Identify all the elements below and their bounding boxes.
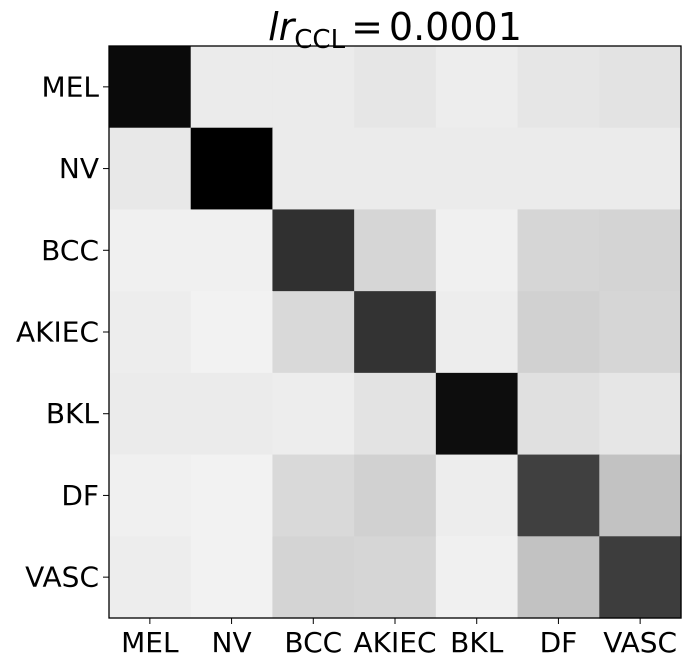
- heatmap-cell: [109, 536, 192, 619]
- heatmap-cell: [354, 46, 437, 129]
- x-tick-label: DF: [540, 626, 578, 659]
- heatmap-cell: [109, 454, 192, 537]
- heatmap-cell: [272, 536, 355, 619]
- heatmap-cell: [190, 291, 274, 374]
- heatmap-cell: [599, 209, 682, 292]
- heatmap-cell: [517, 209, 600, 292]
- heatmap-cell: [517, 291, 600, 374]
- heatmap-cell: [435, 46, 519, 129]
- y-tick-label: NV: [59, 152, 99, 185]
- heatmap-cell: [109, 46, 192, 129]
- heatmap-cell: [272, 372, 355, 456]
- heatmap-cell: [190, 454, 274, 537]
- y-tick-label: AKIEC: [16, 316, 99, 349]
- y-axis: MEL NV BCC AKIEC BKL DF VASC: [16, 70, 109, 594]
- y-tick-label: BKL: [46, 397, 100, 430]
- heatmap-cell: [272, 291, 355, 374]
- heatmap-cell: [599, 127, 682, 211]
- heatmap-cell: [272, 127, 355, 211]
- heatmap-cell: [109, 372, 192, 456]
- heatmap-cell: [599, 372, 682, 456]
- x-tick-label: VASC: [603, 626, 677, 659]
- heatmap-cell: [435, 127, 519, 211]
- x-tick-label: BKL: [450, 626, 504, 659]
- chart-title: lrCCL = 0.0001: [268, 5, 522, 55]
- heatmap-cell: [435, 209, 519, 292]
- heatmap-cell: [109, 291, 192, 374]
- title-subscript: CCL: [294, 25, 345, 55]
- heatmap-cell: [272, 454, 355, 537]
- heatmap-cell: [517, 454, 600, 537]
- x-tick-label: MEL: [121, 626, 179, 659]
- heatmap-cell: [599, 536, 682, 619]
- heatmap-cell: [190, 209, 274, 292]
- heatmap-cell: [435, 454, 519, 537]
- y-tick-label: MEL: [42, 70, 100, 103]
- heatmap-cell: [190, 46, 274, 129]
- heatmap-cell: [599, 46, 682, 129]
- heatmap-cell: [354, 291, 437, 374]
- title-value: 0.0001: [389, 5, 522, 49]
- heatmap-cell: [109, 209, 192, 292]
- heatmap-cell: [517, 536, 600, 619]
- y-tick-label: BCC: [41, 234, 99, 267]
- heatmap-cell: [354, 127, 437, 211]
- title-equals: =: [351, 5, 383, 49]
- y-tick-label: VASC: [25, 561, 99, 594]
- heatmap-cell: [435, 291, 519, 374]
- heatmap-cell: [517, 372, 600, 456]
- heatmap-cell: [354, 454, 437, 537]
- heatmap-cell: [354, 209, 437, 292]
- y-tick-label: DF: [61, 479, 99, 512]
- heatmap-cell: [354, 536, 437, 619]
- heatmap-cell: [517, 46, 600, 129]
- heatmap-cells: [109, 46, 682, 619]
- heatmap-cell: [435, 536, 519, 619]
- x-tick-label: BCC: [284, 626, 342, 659]
- x-tick-label: AKIEC: [353, 626, 436, 659]
- heatmap-cell: [109, 127, 192, 211]
- heatmap-cell: [354, 372, 437, 456]
- heatmap-cell: [435, 372, 519, 456]
- heatmap-cell: [272, 209, 355, 292]
- heatmap-cell: [517, 127, 600, 211]
- heatmap-cell: [599, 291, 682, 374]
- heatmap-cell: [190, 127, 274, 211]
- heatmap-cell: [599, 454, 682, 537]
- heatmap-cell: [190, 536, 274, 619]
- heatmap-cell: [190, 372, 274, 456]
- title-symbol: lr: [268, 5, 297, 49]
- heatmap-cell: [272, 46, 355, 129]
- x-tick-label: NV: [212, 626, 252, 659]
- x-axis: MEL NV BCC AKIEC BKL DF VASC: [121, 618, 677, 659]
